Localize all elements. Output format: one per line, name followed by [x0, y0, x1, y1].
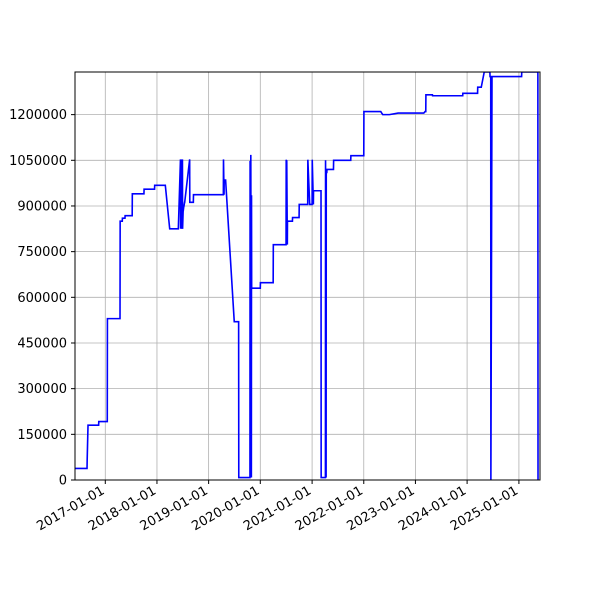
- plot-frame: [74, 71, 541, 481]
- y-tick-label: 150000: [17, 428, 67, 443]
- y-tick-label: 750000: [17, 245, 67, 260]
- y-tick-label: 1200000: [9, 108, 67, 123]
- series-line-0: [75, 72, 539, 480]
- series-group: [75, 72, 539, 480]
- y-tick-label: 900000: [17, 199, 67, 214]
- y-tick-label: 1050000: [9, 154, 67, 169]
- grid-lines: [75, 72, 540, 481]
- y-tick-label: 600000: [17, 291, 67, 306]
- y-tick-label: 450000: [17, 336, 67, 351]
- y-tick-label: 0: [59, 474, 67, 489]
- y-axis: 0 150000 300000 450000 600000 750000 900000 105…: [9, 108, 75, 489]
- y-tick-label: 300000: [17, 382, 67, 397]
